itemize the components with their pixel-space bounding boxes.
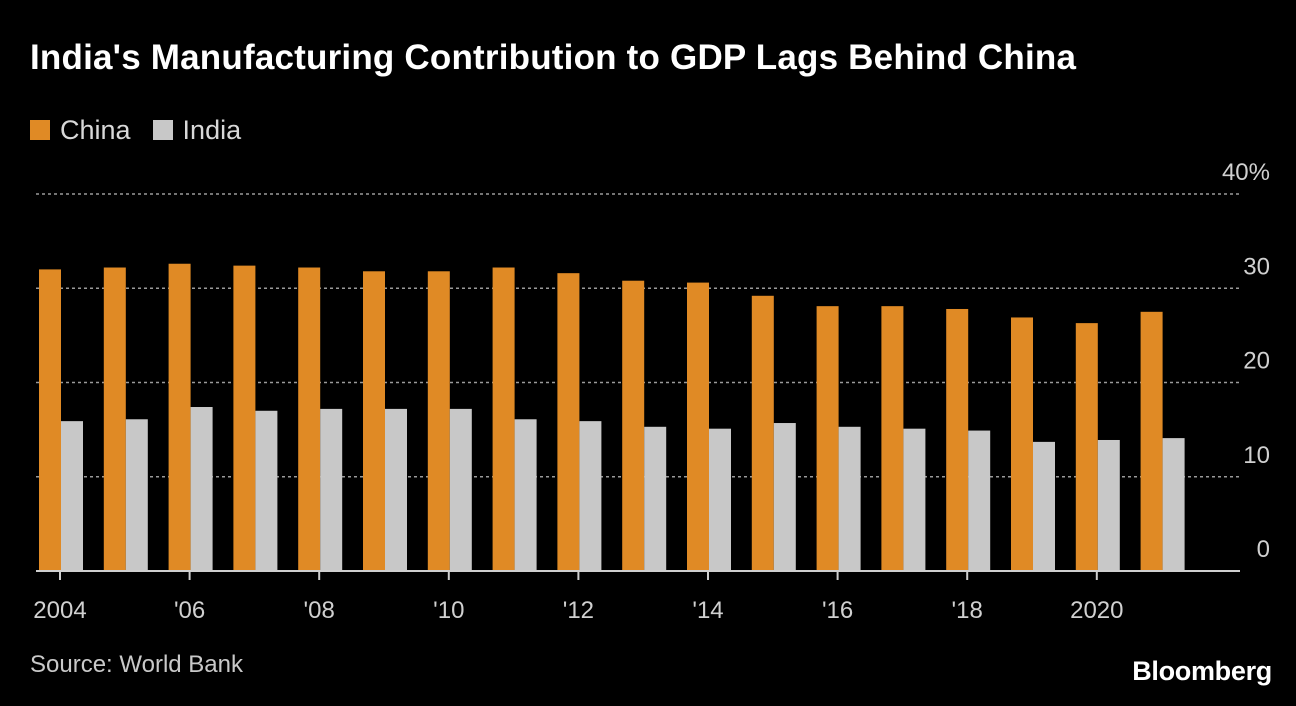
bar-china-2015 <box>751 295 774 571</box>
bar-india-2006 <box>190 407 213 571</box>
legend-swatch-china <box>30 120 50 140</box>
bar-india-2009 <box>385 408 407 571</box>
bar-china-2017 <box>881 306 904 571</box>
bar-china-2019 <box>1011 317 1033 571</box>
source-note: Source: World Bank <box>30 651 243 678</box>
legend-item-india: India <box>152 114 242 146</box>
bar-india-2019 <box>1033 441 1055 571</box>
bar-china-2010 <box>427 271 450 571</box>
legend-label-india: India <box>182 114 242 145</box>
bar-india-2005 <box>125 419 148 571</box>
bar-india-2012 <box>579 421 602 571</box>
bar-india-2013 <box>644 426 667 571</box>
y-tick-label-40: 40% <box>1222 159 1270 186</box>
bar-india-2010 <box>449 408 472 571</box>
bar-china-2021 <box>1140 311 1163 571</box>
x-tick-label-2004: 2004 <box>33 597 86 624</box>
bar-india-2007 <box>255 410 278 571</box>
x-tick-label-2018: '18 <box>952 597 983 624</box>
x-tick-label-2020: 2020 <box>1070 597 1123 624</box>
bar-china-2005 <box>103 267 126 571</box>
bar-india-2017 <box>903 428 926 571</box>
legend-swatch-india <box>152 120 173 140</box>
bar-china-2006 <box>168 263 191 571</box>
bar-india-2008 <box>320 408 343 571</box>
bar-china-2014 <box>687 282 709 571</box>
bar-india-2021 <box>1162 438 1185 571</box>
bar-china-2004 <box>39 269 61 571</box>
bar-india-2011 <box>514 419 537 571</box>
bar-china-2011 <box>492 267 515 571</box>
legend-label-china: China <box>60 114 131 145</box>
x-tick-label-2012: '12 <box>563 597 594 624</box>
bar-china-2009 <box>363 271 385 571</box>
x-tick-label-2014: '14 <box>692 597 723 624</box>
y-tick-label-0: 0 <box>1257 536 1270 563</box>
y-tick-label-10: 10 <box>1243 442 1270 469</box>
bar-india-2014 <box>709 428 731 571</box>
bar-china-2018 <box>946 308 969 571</box>
bar-china-2008 <box>298 267 321 571</box>
bar-india-2020 <box>1097 439 1120 571</box>
bar-india-2015 <box>773 423 796 571</box>
chart-legend: China India <box>30 114 263 146</box>
y-tick-label-20: 20 <box>1243 348 1270 375</box>
bar-china-2016 <box>816 306 839 571</box>
legend-item-china: China <box>30 115 131 146</box>
bar-china-2007 <box>233 265 256 571</box>
x-tick-label-2016: '16 <box>822 597 853 624</box>
x-tick-label-2008: '08 <box>304 597 335 624</box>
x-tick-label-2006: '06 <box>174 597 205 624</box>
brand-logo: Bloomberg <box>1132 656 1272 686</box>
bar-china-2020 <box>1075 323 1098 571</box>
x-tick-label-2010: '10 <box>433 597 464 624</box>
bar-india-2004 <box>61 421 83 571</box>
bar-india-2016 <box>838 426 861 571</box>
y-tick-label-30: 30 <box>1243 253 1270 280</box>
bar-china-2012 <box>557 273 580 571</box>
bar-china-2013 <box>622 280 645 571</box>
bar-india-2018 <box>968 430 991 571</box>
chart-title: India's Manufacturing Contribution to GD… <box>30 38 1077 77</box>
